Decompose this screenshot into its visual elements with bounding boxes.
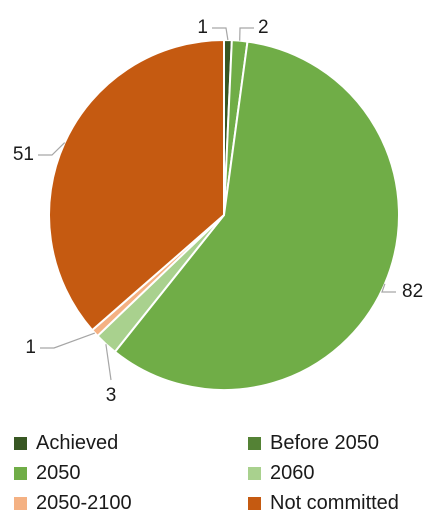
data-label: 1 bbox=[25, 337, 36, 358]
leader-line bbox=[212, 27, 229, 41]
leader-line bbox=[38, 142, 66, 156]
legend-swatch-2050-2100 bbox=[14, 496, 27, 510]
leader-line bbox=[381, 283, 396, 293]
legend-item-2050: 2050 bbox=[14, 458, 81, 488]
legend-swatch-achieved bbox=[14, 436, 27, 450]
data-label: 51 bbox=[13, 144, 34, 165]
legend-label-achieved: Achieved bbox=[36, 431, 119, 454]
legend-label-2050-2100: 2050-2100 bbox=[36, 491, 132, 514]
pie-chart: 1 2 82 3 1 51 bbox=[13, 17, 423, 406]
pie-slices bbox=[48, 38, 400, 391]
legend-swatch-not-committed bbox=[248, 496, 261, 510]
legend-swatch-before-2050 bbox=[248, 436, 261, 450]
legend-item-before-2050: Before 2050 bbox=[248, 428, 379, 458]
legend-item-achieved: Achieved bbox=[14, 428, 118, 458]
legend-swatch-2060 bbox=[248, 466, 261, 480]
legend-label-2060: 2060 bbox=[270, 461, 315, 484]
legend: Achieved Before 2050 2050 2060 2050-2100… bbox=[0, 420, 441, 524]
legend-swatch-2050 bbox=[14, 466, 27, 480]
legend-label-2050: 2050 bbox=[36, 461, 81, 484]
legend-item-2060: 2060 bbox=[248, 458, 315, 488]
data-label: 1 bbox=[197, 17, 208, 38]
data-labels: 1 2 82 3 1 51 bbox=[13, 17, 423, 406]
data-label: 3 bbox=[106, 385, 117, 406]
leader-line bbox=[239, 27, 254, 41]
leader-line bbox=[40, 332, 96, 349]
data-label: 2 bbox=[258, 17, 269, 38]
legend-label-before-2050: Before 2050 bbox=[270, 431, 379, 454]
leader-lines bbox=[38, 27, 396, 381]
legend-item-not-committed: Not committed bbox=[248, 488, 399, 518]
leader-line bbox=[105, 344, 112, 381]
pie-slice-2050 bbox=[113, 40, 400, 391]
data-label: 82 bbox=[402, 281, 423, 302]
legend-item-2050-2100: 2050-2100 bbox=[14, 488, 132, 518]
legend-label-not-committed: Not committed bbox=[270, 491, 399, 514]
